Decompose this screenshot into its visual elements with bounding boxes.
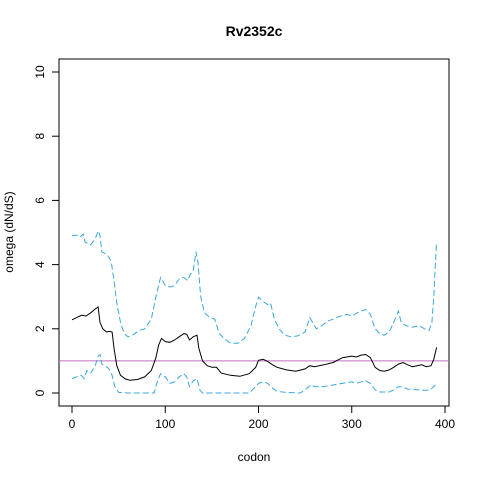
y-tick-label: 4: [33, 261, 47, 268]
plot-frame: [58, 58, 450, 407]
y-axis-label: omega (dN/dS): [2, 191, 16, 272]
x-axis-label: codon: [238, 450, 271, 464]
y-tick-label: 6: [33, 197, 47, 204]
x-tick-label: 400: [435, 417, 455, 431]
x-tick-label: 300: [342, 417, 362, 431]
y-axis: 0 2 4 6 8 10: [33, 65, 60, 396]
lower-bound-line: [71, 353, 438, 394]
upper-bound-line: [71, 229, 438, 344]
x-tick-label: 100: [155, 417, 175, 431]
chart-title: Rv2352c: [226, 23, 283, 39]
x-tick-label: 200: [248, 417, 268, 431]
y-tick-label: 10: [33, 65, 47, 79]
y-tick-label: 2: [33, 325, 47, 332]
x-tick-label: 0: [69, 417, 76, 431]
x-axis: 0 100 200 300 400: [69, 405, 455, 431]
series-layer: [71, 229, 438, 394]
y-tick-label: 0: [33, 389, 47, 396]
mean-line: [71, 306, 438, 381]
y-tick-label: 8: [33, 133, 47, 140]
